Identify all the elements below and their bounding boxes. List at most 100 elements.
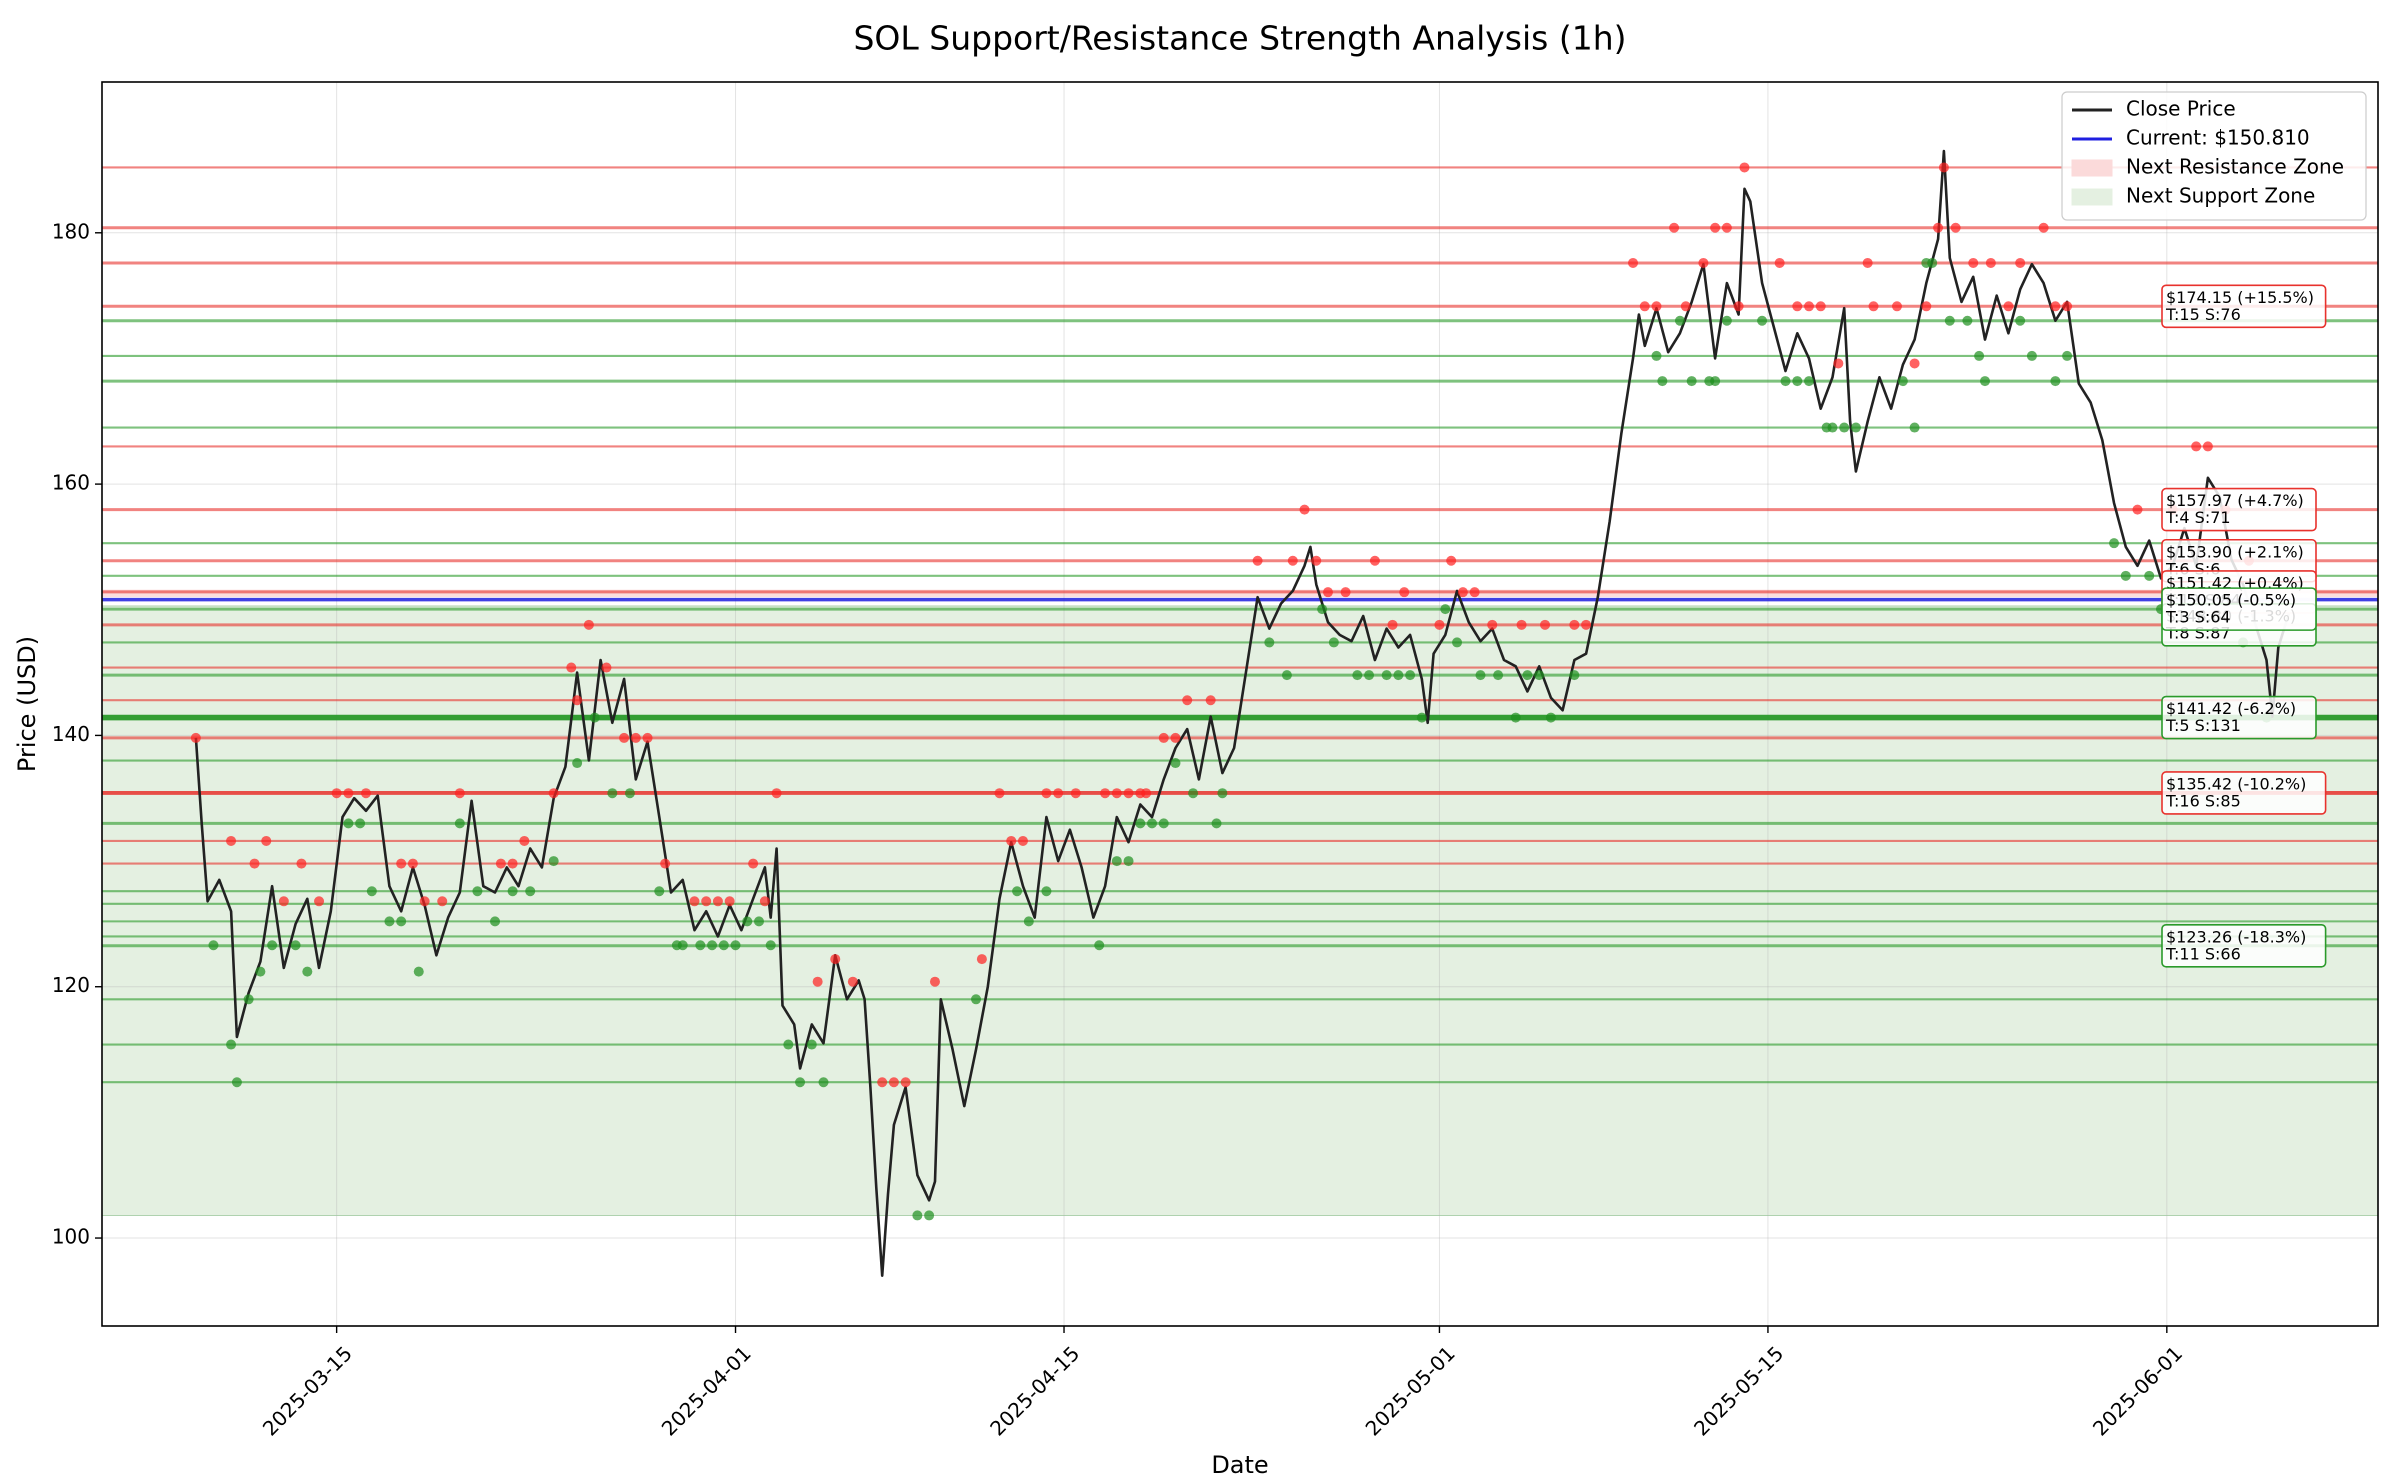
resistance-touch-point (1985, 257, 1996, 268)
resistance-touch-point (1311, 555, 1322, 566)
support-touch-point (1674, 315, 1685, 326)
support-touch-point (1944, 315, 1955, 326)
resistance-touch-point (2015, 257, 2026, 268)
legend-label: Next Resistance Zone (2126, 155, 2344, 179)
annotation-text: $174.15 (+15.5%) (2166, 288, 2314, 307)
resistance-touch-point (1369, 555, 1380, 566)
resistance-touch-point (1815, 301, 1826, 312)
support-zone (102, 605, 2378, 1216)
support-touch-point (924, 1210, 935, 1221)
resistance-touch-point (1868, 301, 1879, 312)
resistance-touch-point (1100, 788, 1111, 799)
resistance-touch-point (1938, 162, 1949, 173)
resistance-touch-point (630, 732, 641, 743)
support-touch-point (1317, 604, 1328, 615)
resistance-touch-point (847, 976, 858, 987)
support-touch-point (1352, 670, 1363, 681)
resistance-touch-point (1457, 587, 1468, 598)
support-touch-point (267, 940, 278, 951)
support-touch-point (413, 966, 424, 977)
level-annotation: $157.97 (+4.7%)T:4 S:71 (2161, 487, 2317, 532)
support-touch-point (1440, 604, 1451, 615)
resistance-touch-point (1446, 555, 1457, 566)
resistance-zone (102, 589, 2378, 598)
support-touch-point (1364, 670, 1375, 681)
resistance-touch-point (1651, 301, 1662, 312)
resistance-touch-point (454, 788, 465, 799)
plot-area (102, 82, 2378, 1326)
resistance-touch-point (360, 788, 371, 799)
support-touch-point (1147, 818, 1158, 829)
legend: Close Price Current: $150.810 Next Resista… (2061, 91, 2367, 221)
resistance-touch-point (601, 662, 612, 673)
resistance-touch-point (407, 858, 418, 869)
support-touch-point (1804, 376, 1814, 387)
level-annotation: $135.42 (-10.2%)T:16 S:85 (2161, 771, 2327, 815)
resistance-touch-point (1710, 222, 1721, 233)
support-touch-point (1264, 637, 1275, 648)
resistance-touch-point (1299, 504, 1310, 515)
annotation-text: $123.26 (-18.3%) (2166, 927, 2306, 946)
resistance-touch-point (1158, 732, 1169, 743)
resistance-touch-point (396, 858, 407, 869)
support-touch-point (1041, 886, 1052, 897)
support-touch-point (1475, 670, 1486, 681)
support-touch-point (1651, 350, 1662, 361)
resistance-touch-point (419, 896, 430, 907)
resistance-touch-point (1487, 619, 1498, 630)
support-touch-point (1780, 376, 1791, 387)
price-layer (194, 149, 2298, 1277)
resistance-touch-point (495, 858, 506, 869)
resistance-touch-point (1933, 222, 1944, 233)
support-touch-point (1217, 788, 1228, 799)
resistance-touch-point (1182, 695, 1193, 706)
resistance-touch-point (314, 896, 325, 907)
resistance-touch-point (701, 896, 712, 907)
support-touch-point (243, 994, 254, 1005)
support-touch-point (1721, 315, 1732, 326)
annotation-box (2161, 487, 2317, 532)
resistance-touch-point (519, 835, 530, 846)
support-touch-point (1545, 712, 1556, 723)
support-touch-point (795, 1077, 806, 1088)
annotation-text: T:4 S:71 (2165, 508, 2231, 527)
support-touch-point (1170, 758, 1181, 769)
support-touch-point (396, 916, 407, 927)
resistance-touch-point (1833, 358, 1844, 369)
support-touch-point (2026, 350, 2037, 361)
support-touch-point (384, 916, 395, 927)
resistance-touch-point (1774, 257, 1785, 268)
support-touch-point (208, 940, 219, 951)
annotation-box (2161, 284, 2327, 329)
resistance-touch-point (437, 896, 448, 907)
level-annotation: $174.15 (+15.5%)T:15 S:76 (2161, 284, 2327, 329)
resistance-touch-point (900, 1077, 911, 1088)
support-touch-point (695, 940, 706, 951)
support-touch-point (1023, 916, 1034, 927)
support-touch-point (1094, 940, 1105, 951)
support-touch-point (971, 994, 982, 1005)
support-touch-point (490, 916, 501, 927)
x-axis-label: Date (1211, 1451, 1268, 1479)
y-tick-label: 100 (52, 1225, 90, 1249)
resistance-touch-point (2038, 222, 2049, 233)
y-axis-label: Price (USD) (13, 636, 41, 772)
support-touch-point (1012, 886, 1023, 897)
annotation-text: T:3 S:64 (2165, 608, 2231, 627)
support-touch-point (525, 886, 536, 897)
resistance-touch-point (1006, 835, 1017, 846)
annotation-text: $135.42 (-10.2%) (2166, 774, 2306, 793)
resistance-touch-point (994, 788, 1005, 799)
resistance-touch-point (1141, 788, 1152, 799)
support-touch-point (1850, 422, 1861, 433)
support-touch-point (472, 886, 483, 897)
level-annotation: $123.26 (-18.3%)T:11 S:66 (2161, 923, 2327, 968)
support-touch-point (742, 916, 753, 927)
support-touch-point (818, 1077, 829, 1088)
annotation-box (2161, 587, 2317, 631)
annotation-text: $141.42 (-6.2%) (2166, 699, 2296, 718)
support-touch-point (1328, 637, 1339, 648)
resistance-touch-point (830, 954, 841, 965)
support-touch-point (1827, 422, 1838, 433)
